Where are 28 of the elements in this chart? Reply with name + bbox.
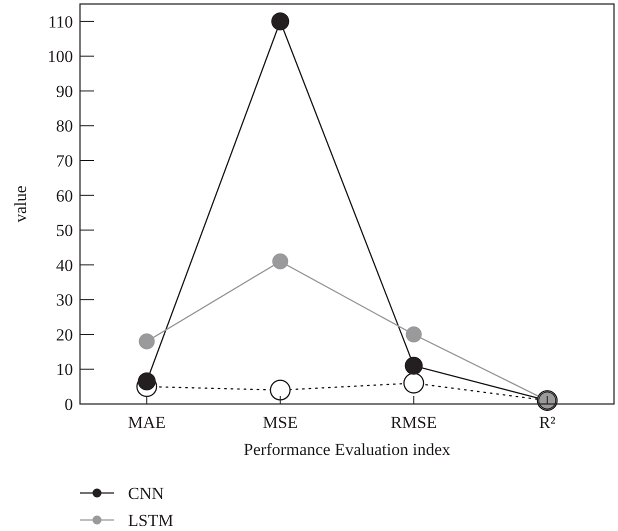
y-tick-label: 60 (56, 186, 73, 206)
x-axis-title: Performance Evaluation index (244, 440, 451, 459)
point (403, 372, 424, 394)
y-tick-label: 20 (56, 325, 73, 344)
point (272, 253, 288, 270)
y-tick-label: 80 (56, 116, 73, 136)
y-tick-label: 40 (56, 256, 73, 275)
x-tick-label: MSE (262, 413, 298, 432)
point (406, 326, 422, 342)
x-tick-label: MAE (128, 413, 166, 432)
point (138, 333, 155, 350)
legend-label: LSTM (128, 510, 174, 530)
point (271, 12, 290, 30)
y-axis-title: value (11, 186, 30, 222)
y-tick-label: 10 (56, 360, 73, 380)
y-tick-label: 100 (48, 47, 73, 66)
y-tick-label: 90 (56, 82, 73, 101)
y-tick-label: 50 (56, 221, 73, 240)
point (138, 372, 156, 390)
y-tick-label: 0 (64, 394, 73, 414)
point (270, 380, 291, 401)
y-tick-label: 110 (48, 12, 73, 32)
legend-label: CNN (128, 484, 164, 503)
x-tick-label: R² (539, 413, 556, 432)
point (404, 356, 423, 375)
x-tick-label: RMSE (390, 413, 437, 432)
y-tick-label: 30 (56, 290, 73, 310)
y-tick-label: 70 (56, 151, 73, 170)
